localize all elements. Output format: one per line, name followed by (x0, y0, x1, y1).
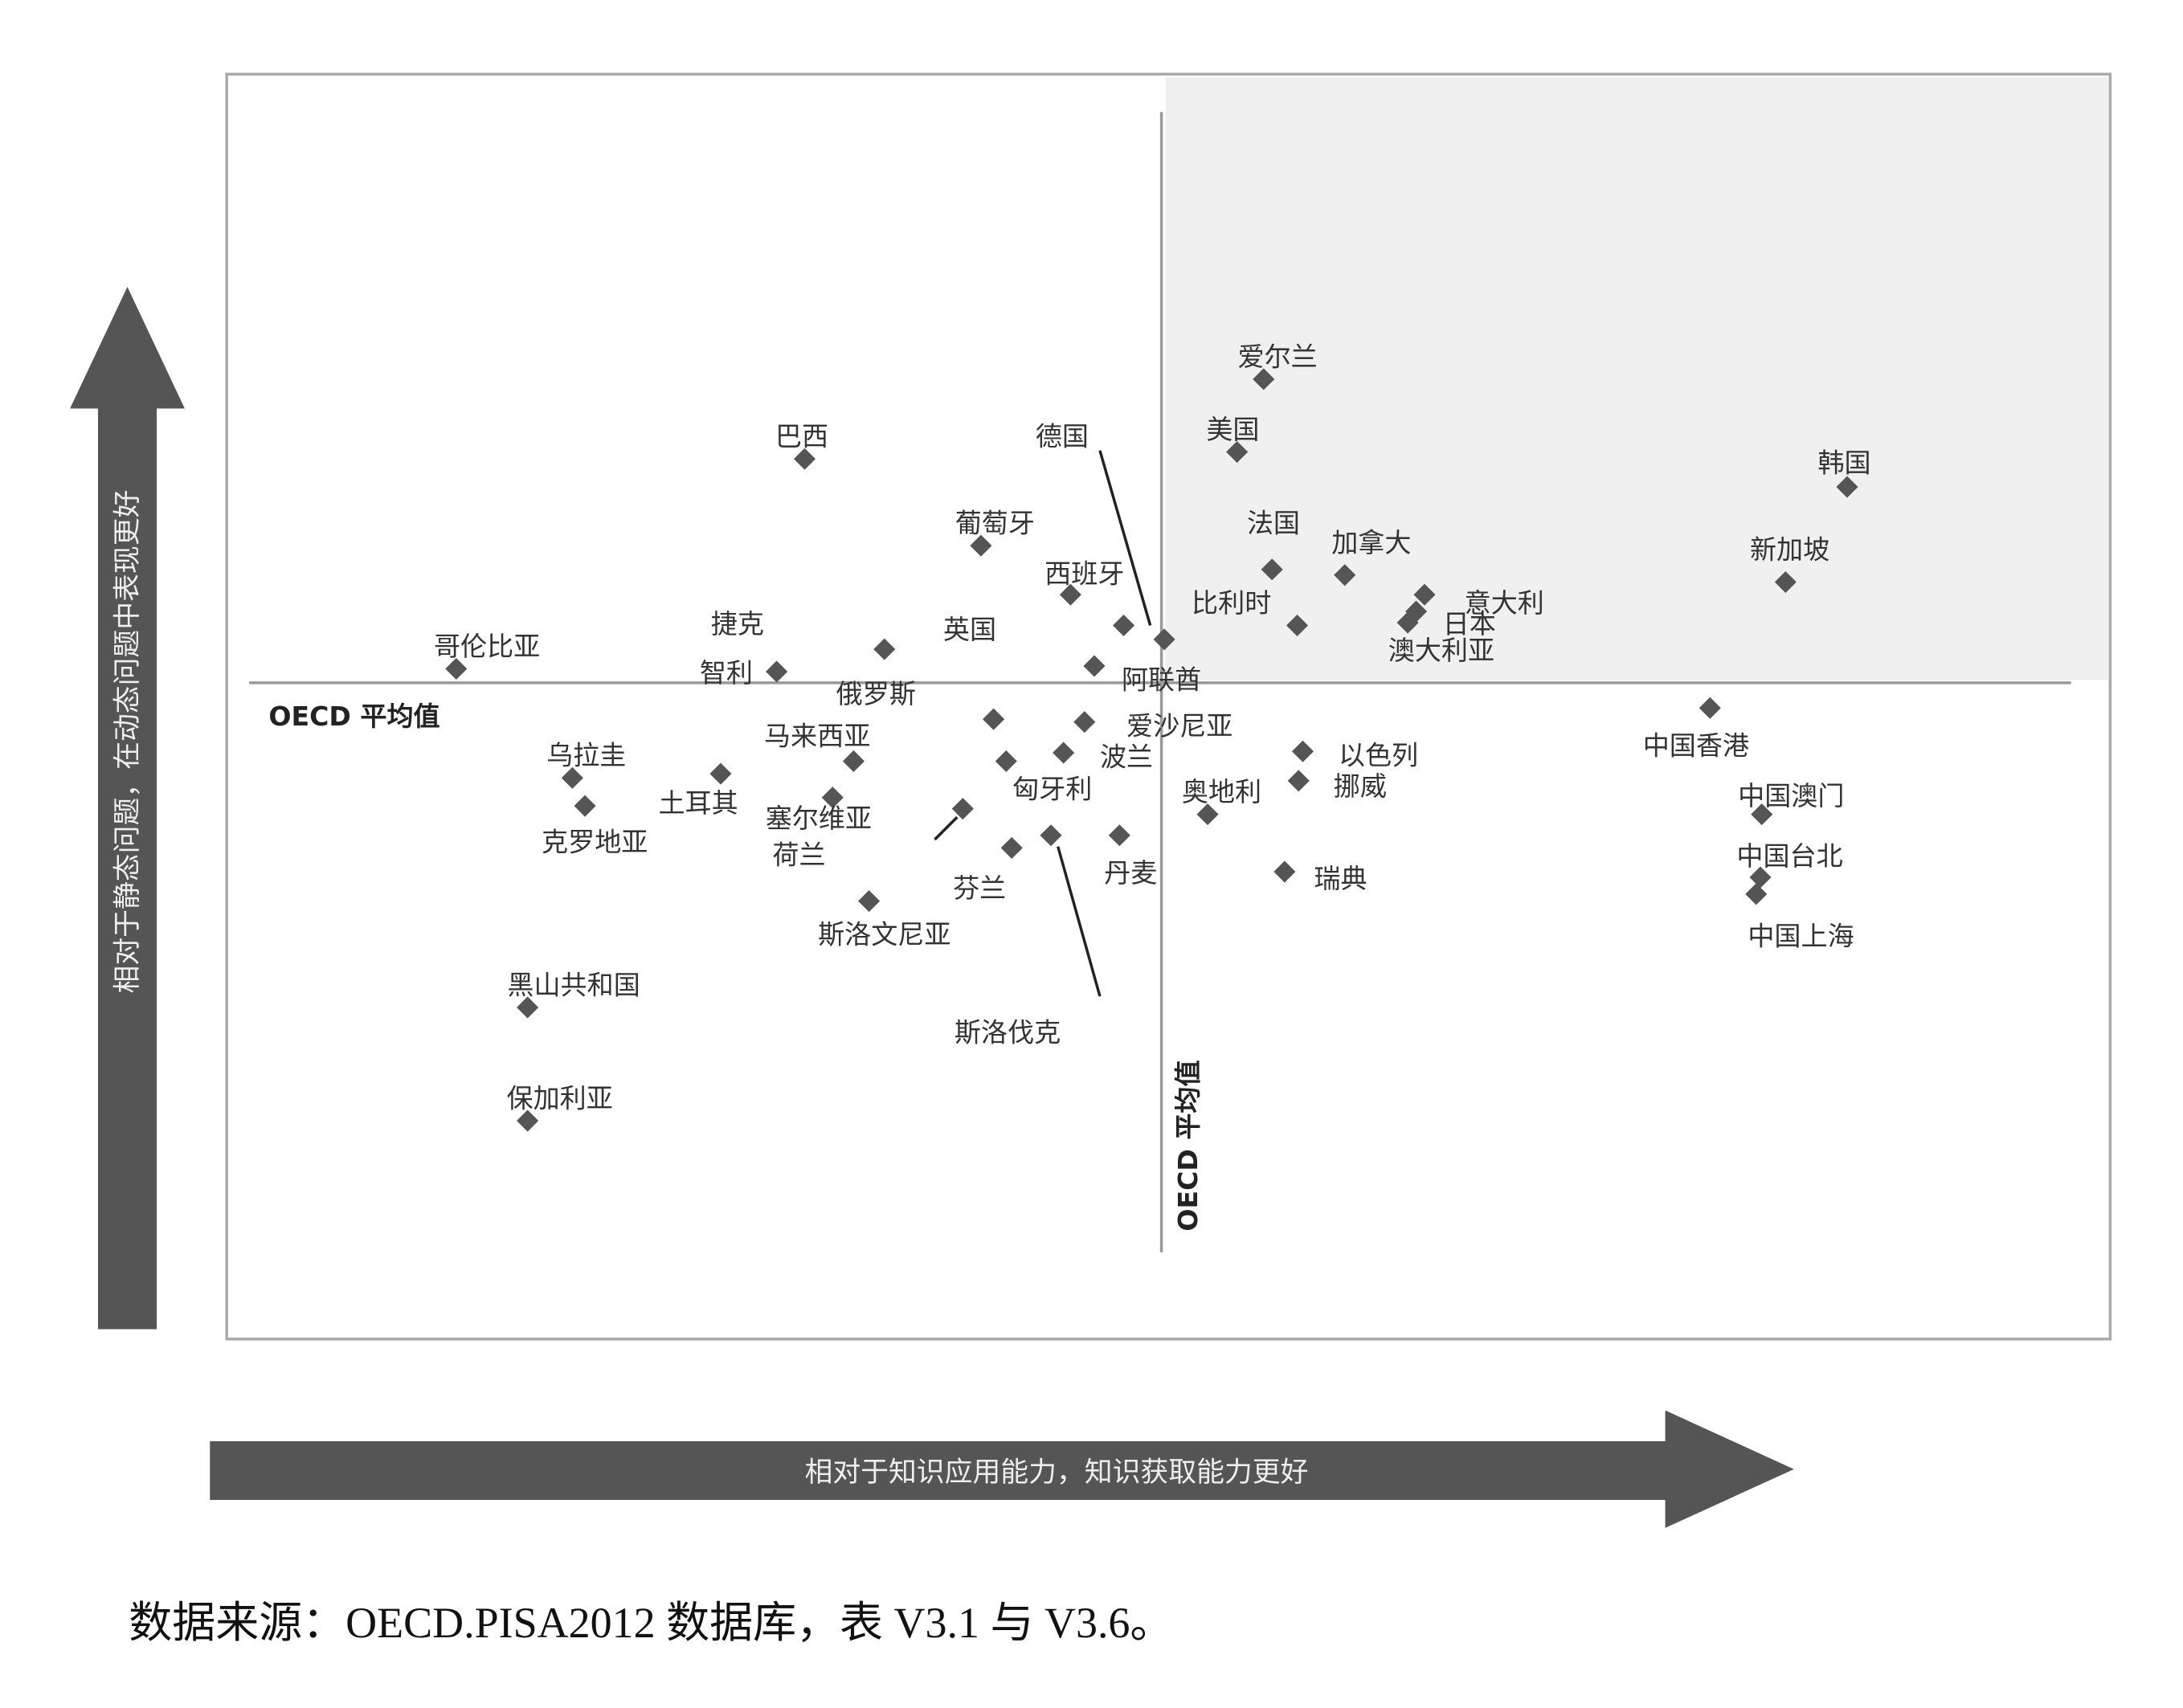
point-label: 塞尔维亚 (766, 803, 872, 834)
point-label: 芬兰 (953, 872, 1006, 904)
point-label: 斯洛文尼亚 (818, 919, 950, 950)
point-label: 加拿大 (1331, 527, 1411, 558)
point-label: 日本 (1443, 608, 1496, 639)
point-label: 斯洛伐克 (955, 1017, 1061, 1048)
point-label: 奥地利 (1182, 776, 1261, 807)
point-label: 智利 (700, 657, 753, 689)
data-point (709, 762, 732, 785)
point-label: 法国 (1247, 508, 1300, 539)
data-point (1040, 824, 1062, 847)
point-label: 美国 (1206, 414, 1259, 445)
leader-line (1057, 846, 1102, 997)
point-label: 爱尔兰 (1238, 341, 1318, 372)
point-label: 俄罗斯 (836, 678, 916, 709)
leader-line (1098, 450, 1152, 626)
y-arrow (70, 287, 185, 1330)
point-label: 哥伦比亚 (434, 631, 540, 662)
point-label: 比利时 (1192, 587, 1271, 619)
point-label: 韩国 (1817, 447, 1870, 479)
point-label: 荷兰 (772, 839, 825, 870)
point-label: 爱沙尼亚 (1126, 710, 1233, 742)
data-point (1273, 860, 1296, 883)
point-label: 西班牙 (1044, 558, 1124, 589)
point-label: 澳大利亚 (1388, 635, 1494, 666)
point-label: 土耳其 (658, 787, 738, 819)
data-point (1291, 740, 1314, 762)
point-label: 中国上海 (1748, 920, 1854, 951)
point-label: 波兰 (1100, 741, 1153, 772)
point-label: 捷克 (711, 608, 764, 639)
data-point (1053, 742, 1075, 764)
reference-label: OECD 平均值 (1172, 1060, 1204, 1231)
data-point (995, 750, 1017, 772)
source-note: 数据来源：OECD.PISA2012 数据库，表 V3.1 与 V3.6。 (129, 1599, 1173, 1647)
point-label: 丹麦 (1104, 857, 1157, 889)
x-axis-label: 相对于知识应用能力，知识获取能力更好 (804, 1457, 1308, 1489)
reference-label: OECD 平均值 (268, 701, 439, 732)
data-point (1000, 836, 1023, 859)
data-point (951, 798, 974, 820)
point-label: 乌拉圭 (546, 740, 626, 771)
point-label: 葡萄牙 (955, 508, 1035, 539)
point-label: 马来西亚 (764, 720, 870, 751)
data-point (1196, 803, 1219, 826)
point-label: 中国澳门 (1738, 780, 1844, 811)
data-point (983, 708, 1005, 730)
point-label: 挪威 (1334, 770, 1387, 802)
point-label: 以色列 (1339, 740, 1418, 771)
point-label: 保加利亚 (507, 1082, 613, 1113)
point-label: 英国 (943, 614, 996, 645)
point-label: 阿联酋 (1122, 664, 1201, 696)
point-label: 黑山共和国 (507, 969, 640, 1000)
data-point (842, 750, 865, 772)
y-axis-label: 相对于静态问题，在动态问题中表现更好 (112, 490, 144, 994)
x-arrow (210, 1410, 1794, 1528)
data-point (1108, 824, 1130, 847)
data-point (858, 890, 881, 913)
point-label: 匈牙利 (1012, 774, 1092, 805)
point-label: 意大利 (1465, 587, 1544, 619)
point-label: 新加坡 (1750, 534, 1829, 566)
point-label: 巴西 (775, 421, 828, 452)
point-label: 中国台北 (1736, 840, 1842, 872)
data-point (821, 787, 844, 809)
point-label: 克罗地亚 (542, 827, 648, 858)
data-point (1287, 770, 1310, 792)
point-label: 瑞典 (1314, 863, 1367, 894)
shaded-quadrant (1165, 76, 2109, 680)
point-label: 德国 (1036, 421, 1089, 452)
leader-line (934, 815, 959, 841)
point-label: 中国香港 (1643, 730, 1749, 762)
